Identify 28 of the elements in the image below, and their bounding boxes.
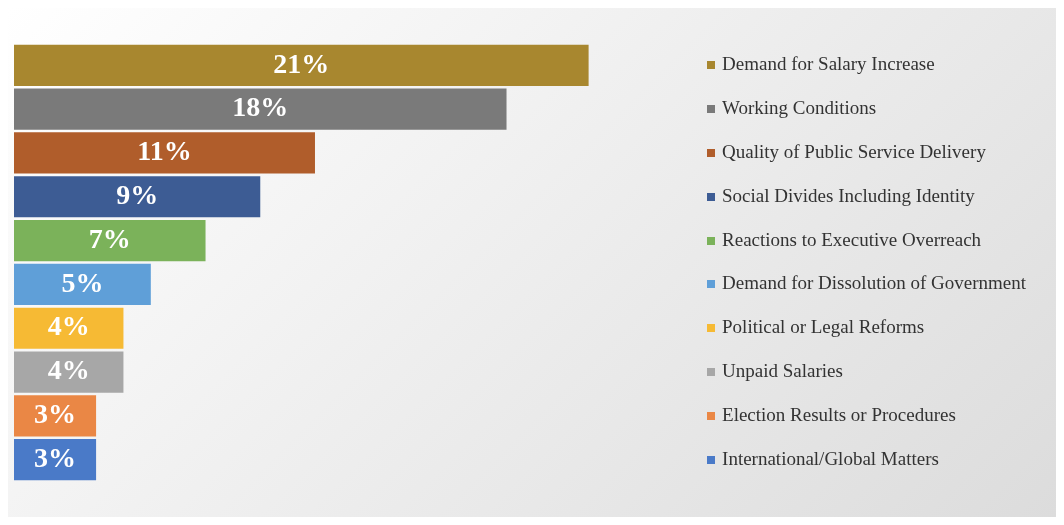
data-label: 4% [47, 310, 90, 342]
data-label: 18% [232, 91, 289, 123]
y-tick-label: Election Results or Procedures [722, 403, 956, 425]
y-tick-label: Unpaid Salaries [722, 360, 843, 382]
bar [14, 307, 124, 349]
bar [14, 44, 589, 86]
bar [14, 88, 507, 130]
data-label: 7% [88, 222, 131, 254]
y-tick-label: Demand for Salary Increase [722, 53, 935, 75]
y-tick-label: Demand for Dissolution of Government [722, 272, 1027, 294]
data-label: 11% [137, 135, 192, 167]
y-tick-label: Political or Legal Reforms [722, 316, 925, 338]
y-tick-label: Working Conditions [722, 97, 877, 119]
data-label: 9% [116, 179, 159, 210]
y-tick-label: Reactions to Executive Overreach [722, 228, 982, 250]
y-tick-label: International/Global Matters [722, 447, 939, 469]
bar [14, 132, 315, 174]
bar [14, 351, 124, 393]
data-label: 3% [34, 398, 77, 430]
y-tick-label: Quality of Public Service Delivery [722, 140, 987, 162]
data-label: 4% [47, 354, 90, 386]
y-tick-label: Social Divides Including Identity [722, 184, 976, 206]
data-label: 5% [61, 266, 104, 298]
data-label: 21% [273, 47, 330, 79]
bar [14, 220, 206, 262]
bar [14, 263, 151, 306]
bar [14, 176, 261, 218]
data-label: 3% [34, 441, 77, 473]
